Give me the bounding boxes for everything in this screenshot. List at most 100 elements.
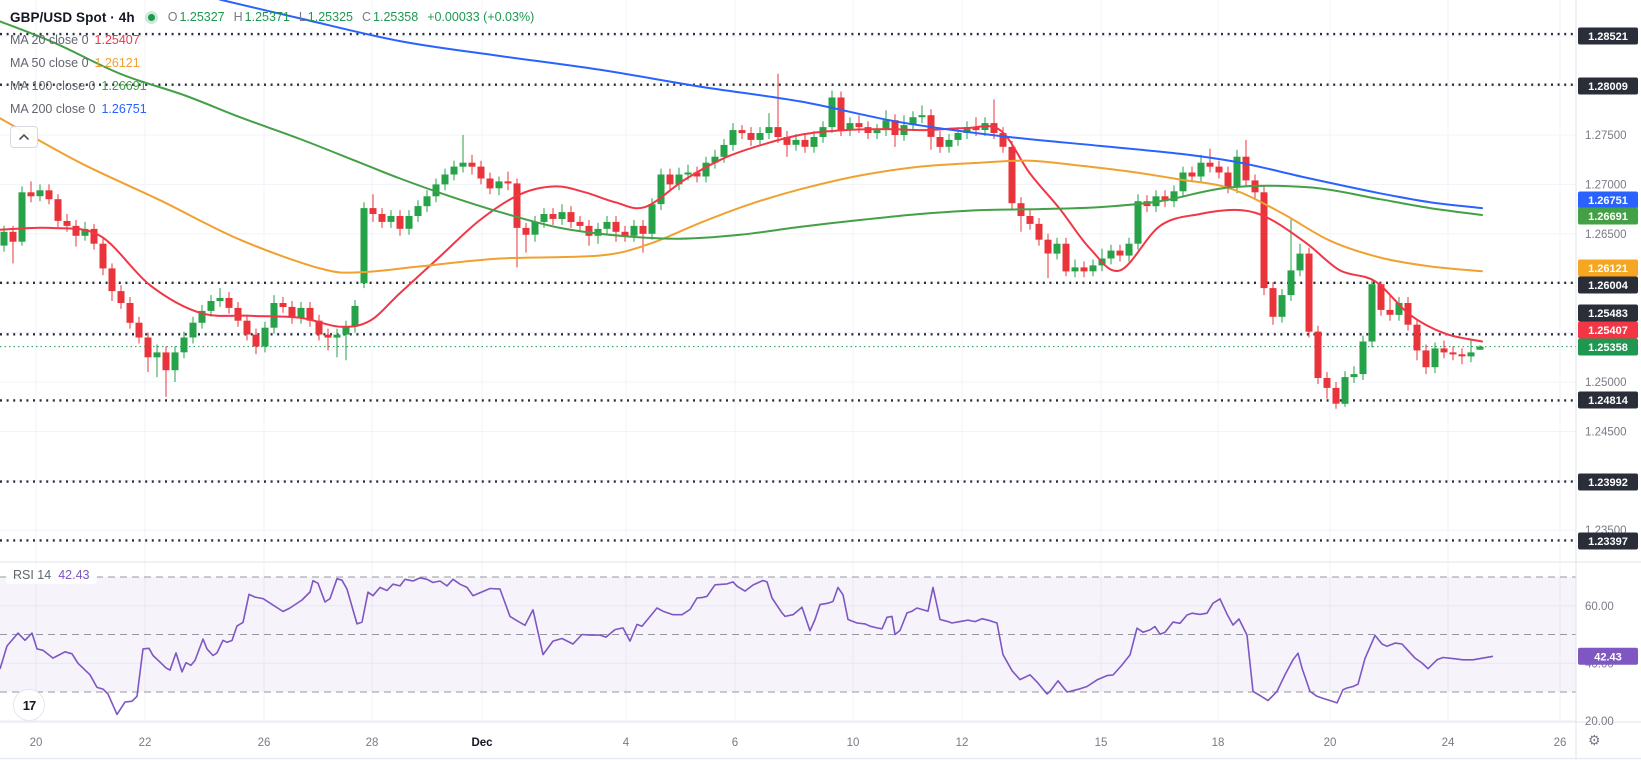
- candle-body: [369, 208, 377, 214]
- price-axis-background: [1577, 0, 1641, 760]
- candle-body: [630, 225, 638, 236]
- candle-body: [756, 133, 764, 140]
- candle-body: [1341, 377, 1349, 404]
- candle-body: [1215, 166, 1223, 173]
- axis-badge-text: 1.23992: [1588, 477, 1628, 489]
- candle-body: [720, 144, 728, 157]
- time-axis-label[interactable]: 4: [623, 737, 630, 749]
- low-label: L: [298, 10, 306, 24]
- time-axis-label[interactable]: 22: [139, 737, 152, 749]
- candle-body: [1233, 156, 1241, 188]
- time-axis-label[interactable]: 26: [258, 737, 271, 749]
- ma200-value: 1.26751: [101, 101, 147, 116]
- chevron-up-icon: [19, 134, 29, 140]
- tradingview-logo[interactable]: 17: [13, 689, 45, 721]
- candle-body: [1134, 201, 1142, 244]
- candle-body: [837, 97, 845, 131]
- ma100-value: 1.26691: [101, 78, 147, 93]
- change-value: +0.00033 (+0.03%): [427, 10, 535, 24]
- candle-body: [684, 172, 692, 175]
- price-axis-label: 1.24500: [1585, 426, 1627, 438]
- candle-body: [36, 190, 44, 197]
- ma50-value: 1.26121: [94, 55, 140, 70]
- candle-body: [774, 127, 782, 137]
- open-value: 1.25327: [179, 10, 225, 24]
- ma200-legend-row[interactable]: MA 200 close 0 1.26751: [10, 97, 541, 120]
- time-axis-label[interactable]: 10: [847, 737, 860, 749]
- candle-body: [828, 97, 836, 128]
- axis-badge-text: 1.23397: [1588, 536, 1628, 548]
- tradingview-logo-glyph: 17: [22, 697, 37, 713]
- candle-body: [1071, 267, 1079, 272]
- candle-body: [747, 133, 755, 140]
- time-axis-label[interactable]: 26: [1554, 737, 1567, 749]
- candle-body: [99, 243, 107, 269]
- ma100-legend-row[interactable]: MA 100 close 0 1.26691: [10, 74, 541, 97]
- candle-body: [711, 156, 719, 163]
- candle-body: [594, 228, 602, 236]
- time-axis-label[interactable]: 12: [956, 737, 969, 749]
- symbol-title[interactable]: GBP/USD Spot · 4h: [10, 9, 135, 25]
- candle-body: [1170, 191, 1178, 202]
- candle-body: [936, 137, 944, 147]
- time-axis-label[interactable]: 20: [1324, 737, 1337, 749]
- time-axis-label[interactable]: 28: [366, 737, 379, 749]
- ma20-legend-row[interactable]: MA 20 close 0 1.25407: [10, 28, 541, 51]
- candle-body: [1125, 243, 1133, 256]
- axis-badge-text: 1.28009: [1588, 81, 1628, 93]
- gear-glyph: ⚙: [1588, 732, 1601, 748]
- axis-badge: [1578, 304, 1638, 322]
- ma20-value: 1.25407: [94, 32, 140, 47]
- candle-body: [27, 192, 35, 197]
- candle-body: [954, 133, 962, 140]
- axis-badge-text: 1.28521: [1588, 31, 1628, 43]
- candle-body: [522, 227, 530, 235]
- axis-badge-text: 1.24814: [1588, 395, 1629, 407]
- time-axis-label[interactable]: 20: [30, 737, 43, 749]
- candle-body: [810, 137, 818, 147]
- open-label: O: [167, 10, 178, 24]
- rsi-label: RSI 14: [13, 568, 52, 582]
- time-axis[interactable]: [0, 723, 1576, 759]
- time-axis-label[interactable]: 6: [732, 737, 738, 749]
- candle-body: [90, 228, 98, 244]
- candle-body: [1314, 331, 1322, 378]
- candle-body: [639, 225, 647, 234]
- candle-body: [1359, 341, 1367, 375]
- collapse-legend-button[interactable]: [10, 126, 38, 148]
- time-axis-label[interactable]: 18: [1212, 737, 1225, 749]
- candle-body: [0, 231, 8, 246]
- candle-body: [189, 322, 197, 338]
- axis-badge: [1578, 77, 1638, 95]
- candle-body: [1026, 216, 1034, 224]
- candle-body: [216, 298, 224, 301]
- candle-body: [1206, 162, 1214, 167]
- candle-body: [1413, 324, 1421, 351]
- time-axis-label[interactable]: Dec: [471, 737, 493, 749]
- symbol-title-row[interactable]: GBP/USD Spot · 4h O 1.25327 H 1.25371 L 1.2…: [10, 6, 541, 28]
- time-axis-label[interactable]: 15: [1095, 737, 1108, 749]
- candle-body: [342, 326, 350, 335]
- ma50-legend-row[interactable]: MA 50 close 0 1.26121: [10, 51, 541, 74]
- settings-gear-icon[interactable]: ⚙: [1588, 732, 1601, 749]
- candle-body: [549, 214, 557, 219]
- axis-badge-text: 1.25483: [1588, 308, 1628, 320]
- rsi-legend-row[interactable]: RSI 14 42.43: [6, 566, 97, 584]
- candle-body: [315, 320, 323, 335]
- time-axis-label[interactable]: 24: [1442, 737, 1455, 749]
- candle-body: [54, 199, 62, 221]
- candle-body: [567, 212, 575, 222]
- candle-body: [855, 123, 863, 128]
- candle-body: [81, 228, 89, 236]
- ohlc-readout: O 1.25327 H 1.25371 L 1.25325 C 1.25358 +0.0…: [168, 10, 542, 24]
- rsi-axis-label: 60.00: [1585, 601, 1614, 613]
- axis-badge-text: 42.43: [1594, 651, 1622, 663]
- candle-body: [1179, 172, 1187, 192]
- candle-body: [378, 214, 386, 222]
- candle-body: [288, 306, 296, 318]
- candle-body: [153, 352, 161, 358]
- axis-badge: [1578, 647, 1638, 665]
- candle-body: [729, 130, 737, 145]
